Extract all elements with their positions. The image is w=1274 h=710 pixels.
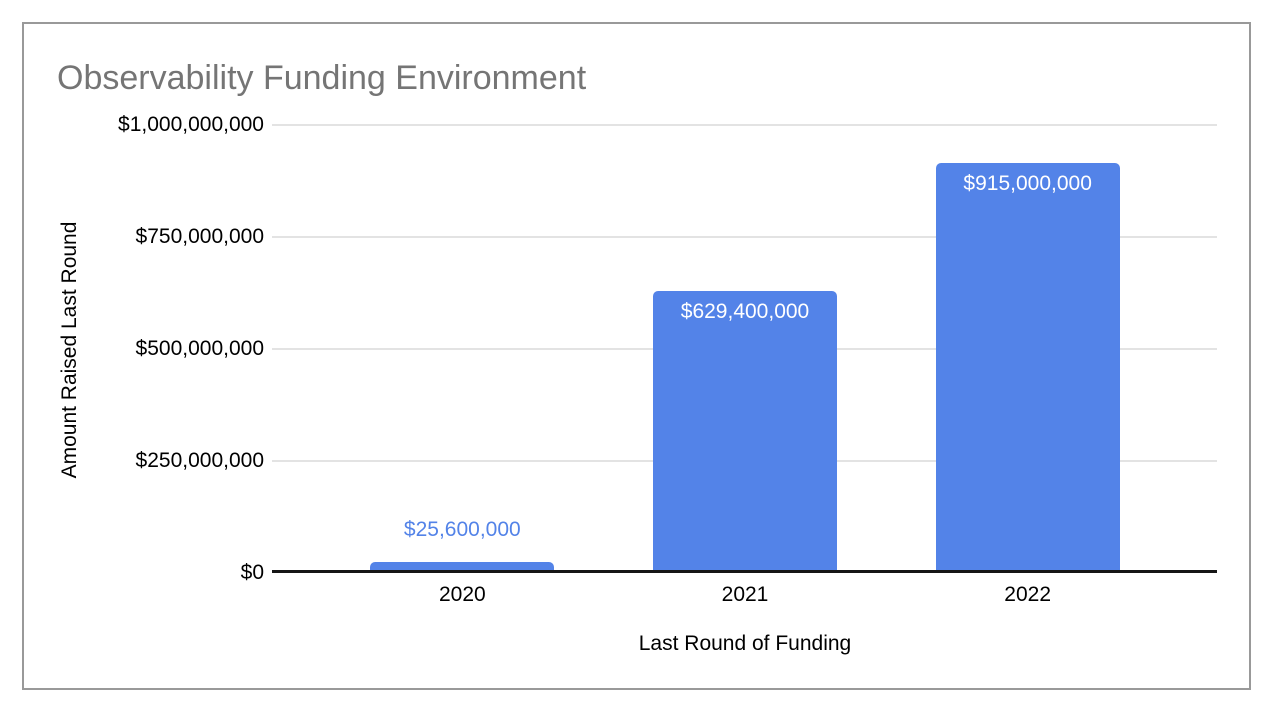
y-tick-label: $250,000,000 [135, 449, 264, 472]
bar-2021 [653, 291, 837, 573]
x-category-label: 2022 [1004, 583, 1052, 606]
y-tick-label: $1,000,000,000 [118, 113, 264, 136]
chart-title: Observability Funding Environment [57, 59, 587, 97]
y-tick-label: $750,000,000 [135, 225, 264, 248]
y-gridline [272, 236, 1217, 238]
x-axis-title: Last Round of Funding [638, 632, 852, 655]
bar-2020 [370, 562, 554, 573]
y-axis-title: Amount Raised Last Round [58, 221, 81, 479]
bar-value-label: $25,600,000 [403, 518, 521, 541]
chart-frame: Observability Funding Environment $0 $250… [22, 22, 1251, 690]
y-tick-label: $500,000,000 [135, 337, 264, 360]
bar-2022 [936, 163, 1120, 573]
x-axis-baseline [272, 570, 1217, 573]
x-category-label: 2021 [721, 583, 769, 606]
bar-value-label: $915,000,000 [963, 172, 1092, 195]
plot-area: $0 $250,000,000 $500,000,000 $750,000,000 $1… [24, 24, 1249, 688]
y-gridline [272, 124, 1217, 126]
bar-value-label: $629,400,000 [680, 300, 810, 323]
x-category-label: 2020 [438, 583, 486, 606]
y-tick-label: $0 [240, 561, 264, 584]
